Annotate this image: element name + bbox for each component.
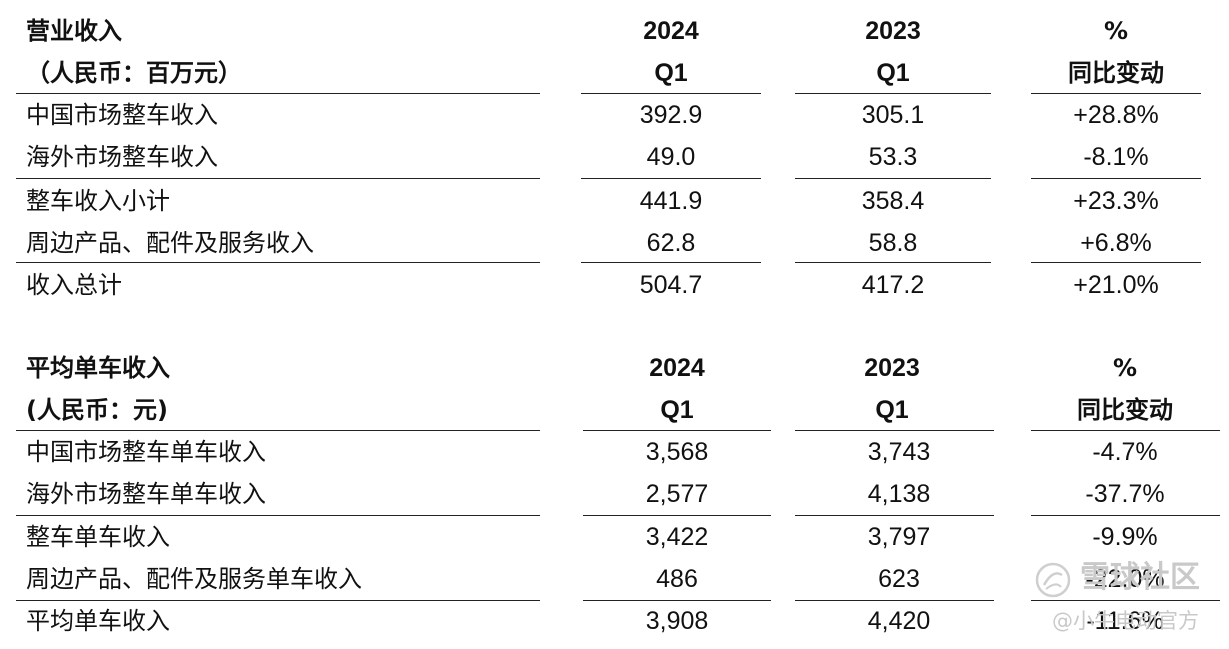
row-label: 海外市场整车收入 bbox=[26, 143, 218, 171]
cell-2023: 358.4 bbox=[861, 187, 925, 215]
header-divider bbox=[1031, 93, 1201, 94]
cell-2024: 3,568 bbox=[645, 438, 709, 466]
cell-change: +28.8% bbox=[1073, 101, 1159, 129]
row-label: 平均单车收入 bbox=[26, 607, 170, 635]
cell-change: -4.7% bbox=[1092, 438, 1158, 466]
section-divider bbox=[795, 600, 994, 601]
row-label: 整车单车收入 bbox=[26, 523, 170, 551]
section-divider bbox=[1031, 600, 1220, 601]
cell-2024: 504.7 bbox=[639, 271, 703, 299]
watermark-brand: 雪球社区 bbox=[1080, 560, 1200, 595]
header-divider bbox=[581, 93, 761, 94]
row-label: 中国市场整车收入 bbox=[26, 101, 218, 129]
cell-2023: 623 bbox=[878, 565, 920, 593]
row-label: 整车收入小计 bbox=[26, 187, 170, 215]
col-2024-quarter: Q1 bbox=[654, 59, 688, 87]
cell-2023: 53.3 bbox=[868, 143, 918, 171]
col-change-symbol: % bbox=[1112, 354, 1138, 382]
header-divider bbox=[1031, 430, 1220, 431]
col-2023-quarter: Q1 bbox=[875, 396, 909, 424]
section-divider bbox=[581, 178, 761, 179]
header-divider bbox=[795, 93, 991, 94]
cell-2024: 62.8 bbox=[646, 229, 696, 257]
cell-change: +21.0% bbox=[1073, 271, 1159, 299]
cell-2023: 3,743 bbox=[867, 438, 931, 466]
per-vehicle-table-unit: (人民币：元) bbox=[26, 396, 168, 424]
col-2024-year: 2024 bbox=[643, 17, 699, 45]
snowball-logo-icon bbox=[1035, 562, 1071, 598]
cell-2023: 4,138 bbox=[867, 480, 931, 508]
cell-2023: 417.2 bbox=[861, 271, 925, 299]
cell-2024: 2,577 bbox=[645, 480, 709, 508]
section-divider bbox=[581, 262, 761, 263]
revenue-table-title: 营业收入 bbox=[26, 17, 122, 45]
cell-change: +6.8% bbox=[1080, 229, 1152, 257]
section-divider bbox=[795, 515, 994, 516]
col-2023-year: 2023 bbox=[864, 354, 920, 382]
per-vehicle-table-title: 平均单车收入 bbox=[26, 354, 170, 382]
col-2024-quarter: Q1 bbox=[660, 396, 694, 424]
revenue-table-unit: （人民币：百万元） bbox=[26, 59, 242, 87]
col-change-label: 同比变动 bbox=[1077, 396, 1173, 424]
cell-2024: 3,908 bbox=[645, 607, 709, 635]
section-divider bbox=[795, 178, 991, 179]
cell-2024: 49.0 bbox=[646, 143, 696, 171]
cell-2023: 305.1 bbox=[861, 101, 925, 129]
col-change-label: 同比变动 bbox=[1068, 59, 1164, 87]
row-label: 中国市场整车单车收入 bbox=[26, 438, 266, 466]
cell-2023: 58.8 bbox=[868, 229, 918, 257]
section-divider bbox=[16, 515, 540, 516]
section-divider bbox=[583, 600, 771, 601]
cell-change: -11.6% bbox=[1086, 607, 1164, 635]
section-divider bbox=[16, 178, 540, 179]
watermark-handle: @小牛电动官方 bbox=[1052, 609, 1199, 633]
row-label: 周边产品、配件及服务收入 bbox=[26, 229, 314, 257]
cell-2024: 441.9 bbox=[639, 187, 703, 215]
cell-change: +23.3% bbox=[1073, 187, 1159, 215]
row-label: 周边产品、配件及服务单车收入 bbox=[26, 565, 362, 593]
cell-2023: 3,797 bbox=[867, 523, 931, 551]
row-label: 收入总计 bbox=[26, 271, 122, 299]
cell-change: -9.9% bbox=[1092, 523, 1158, 551]
col-change-symbol: % bbox=[1103, 17, 1129, 45]
header-divider bbox=[583, 430, 771, 431]
section-divider bbox=[1031, 262, 1201, 263]
header-divider bbox=[16, 430, 540, 431]
cell-2023: 4,420 bbox=[867, 607, 931, 635]
cell-change: -37.7% bbox=[1085, 480, 1165, 508]
section-divider bbox=[795, 262, 991, 263]
cell-change: -22.0% bbox=[1085, 565, 1165, 593]
cell-2024: 3,422 bbox=[645, 523, 709, 551]
header-divider bbox=[795, 430, 994, 431]
col-2023-quarter: Q1 bbox=[876, 59, 910, 87]
col-2024-year: 2024 bbox=[649, 354, 705, 382]
section-divider bbox=[16, 262, 540, 263]
cell-2024: 486 bbox=[656, 565, 698, 593]
row-label: 海外市场整车单车收入 bbox=[26, 480, 266, 508]
cell-change: -8.1% bbox=[1083, 143, 1149, 171]
cell-2024: 392.9 bbox=[639, 101, 703, 129]
section-divider bbox=[1031, 178, 1201, 179]
section-divider bbox=[583, 515, 771, 516]
header-divider bbox=[16, 93, 540, 94]
section-divider bbox=[1031, 515, 1220, 516]
col-2023-year: 2023 bbox=[865, 17, 921, 45]
section-divider bbox=[16, 600, 540, 601]
